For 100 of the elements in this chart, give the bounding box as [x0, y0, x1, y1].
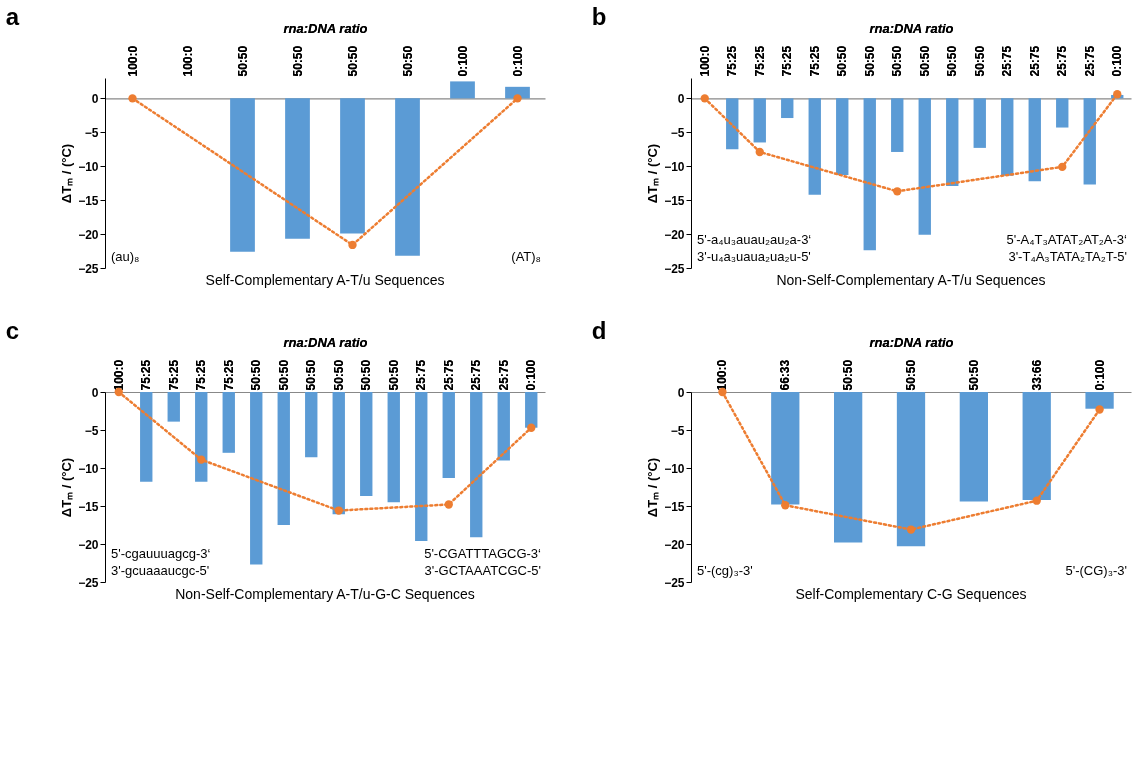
point: [1058, 162, 1067, 172]
x-axis-title: rna:DNA ratio: [869, 334, 954, 350]
point: [781, 501, 790, 510]
point: [1095, 405, 1104, 414]
x-tick-label: 0:100: [524, 359, 539, 391]
x-tick-label: 0:100: [1110, 45, 1125, 77]
y-tick-label: −25: [78, 261, 99, 276]
y-tick-label: −10: [78, 159, 99, 174]
x-tick-label: 50:50: [841, 359, 856, 391]
x-tick-label: 50:50: [345, 45, 360, 77]
x-tick-label: 25:75: [1000, 45, 1015, 77]
bar: [395, 98, 420, 256]
x-tick-label: 66:33: [778, 359, 793, 391]
annotation: (AT)₈: [511, 249, 541, 264]
x-tick-label: 50:50: [904, 359, 918, 391]
annotation: 3'-GCTAAATCGC-5': [424, 563, 541, 578]
x-tick-label: 50:50: [400, 45, 415, 77]
x-tick-label: 50:50: [862, 45, 877, 77]
y-axis-title: ΔTₘ / (°C): [59, 143, 75, 204]
y-tick-label: 0: [91, 91, 99, 106]
x-axis-title: rna:DNA ratio: [283, 20, 368, 36]
x-tick-label: 33:66: [1029, 359, 1044, 391]
point: [1032, 496, 1041, 505]
y-tick-label: −15: [78, 499, 99, 514]
chart-title: a: [5, 3, 20, 31]
x-tick-label: 100:0: [111, 359, 126, 391]
x-tick-label: 25:75: [1027, 45, 1042, 77]
point: [527, 423, 536, 432]
x-tick-label: 50:50: [917, 45, 932, 77]
bar: [340, 98, 365, 234]
x-tick-label: 50:50: [276, 359, 291, 391]
x-tick-label: 50:50: [331, 359, 346, 391]
annotation: 5'-CGATTTAGCG-3‘: [424, 546, 542, 561]
y-tick-label: −25: [78, 575, 99, 590]
point: [700, 94, 709, 103]
x-tick-label: 75:25: [194, 359, 209, 391]
x-tick-label: 25:75: [1082, 45, 1097, 77]
bar: [450, 81, 475, 99]
annotation: 5'-A₄T₃ATAT₂AT₂A-3‘: [1006, 232, 1128, 247]
y-tick-label: −15: [664, 193, 685, 208]
chart-title: b: [591, 3, 607, 31]
y-tick-label: 0: [677, 385, 685, 400]
x-tick-label: 0:100: [510, 45, 525, 77]
x-tick-label: 0:100: [455, 45, 470, 77]
x-tick-label: 25:75: [1055, 45, 1070, 77]
annotation: (au)₈: [111, 249, 140, 264]
annotation: 3'-gcuaaaucgc-5': [111, 563, 210, 578]
annotation: 5'-(cg)₃-3': [697, 563, 753, 578]
y-tick-label: −10: [664, 159, 685, 174]
x-tick-label: 75:25: [725, 45, 740, 77]
y-tick-label: −10: [664, 461, 685, 476]
y-tick-label: −20: [78, 227, 99, 242]
x-tick-label: 50:50: [235, 45, 250, 77]
x-tick-label: 50:50: [972, 45, 987, 77]
point: [906, 525, 916, 534]
x-tick-label: 50:50: [249, 359, 264, 391]
text: Non-Self-Complementary A-T/u-G-C Sequences: [175, 586, 475, 602]
point: [755, 147, 764, 157]
y-tick-label: −5: [670, 423, 685, 438]
x-tick-label: 25:75: [496, 359, 511, 391]
annotation: 5'-cgauuuagcg-3‘: [111, 546, 211, 561]
x-tick-label: 25:75: [414, 359, 429, 391]
x-tick-label: 100:0: [125, 45, 140, 77]
x-tick-label: 75:25: [807, 45, 822, 77]
x-tick-label: 50:50: [966, 359, 981, 391]
x-tick-label: 0:100: [1092, 359, 1107, 391]
x-tick-label: 25:75: [469, 359, 484, 391]
y-tick-label: −20: [664, 227, 685, 242]
x-tick-label: 50:50: [945, 45, 960, 77]
y-tick-label: −5: [84, 125, 99, 140]
y-axis-title: ΔTₘ / (°C): [645, 143, 661, 204]
y-tick-label: −5: [670, 125, 685, 140]
text: Non-Self-Complementary A-T/u Sequences: [776, 272, 1046, 288]
y-tick-label: −15: [78, 193, 99, 208]
x-tick-label: 75:25: [166, 359, 181, 391]
chart-title: d: [591, 317, 607, 345]
annotation: 5'-(CG)₃-3': [1065, 563, 1127, 578]
text: Self-Complementary C-G Sequences: [795, 586, 1027, 602]
y-tick-label: −20: [78, 537, 99, 552]
x-tick-label: 75:25: [780, 45, 795, 77]
point: [197, 455, 206, 464]
y-tick-label: −25: [664, 575, 685, 590]
point: [444, 500, 453, 509]
x-tick-label: 75:25: [752, 45, 767, 77]
point: [1113, 90, 1122, 99]
x-tick-label: 75:25: [221, 359, 236, 391]
x-tick-label: 100:0: [697, 45, 712, 77]
y-axis-title: ΔTₘ / (°C): [59, 457, 75, 518]
x-tick-label: 50:50: [835, 45, 850, 77]
annotation: 5'-a₄u₃auau₂au₂a-3‘: [697, 232, 812, 247]
point: [334, 506, 343, 515]
y-tick-label: 0: [91, 385, 99, 400]
x-tick-label: 25:75: [441, 359, 456, 391]
x-axis-title: rna:DNA ratio: [283, 334, 368, 350]
point: [893, 187, 902, 196]
y-tick-label: −15: [664, 499, 685, 514]
y-tick-label: −5: [84, 423, 99, 438]
text: Self-Complementary A-T/u Sequences: [205, 272, 445, 288]
x-tick-label: 50:50: [359, 359, 374, 391]
x-tick-label: 75:25: [139, 359, 154, 391]
